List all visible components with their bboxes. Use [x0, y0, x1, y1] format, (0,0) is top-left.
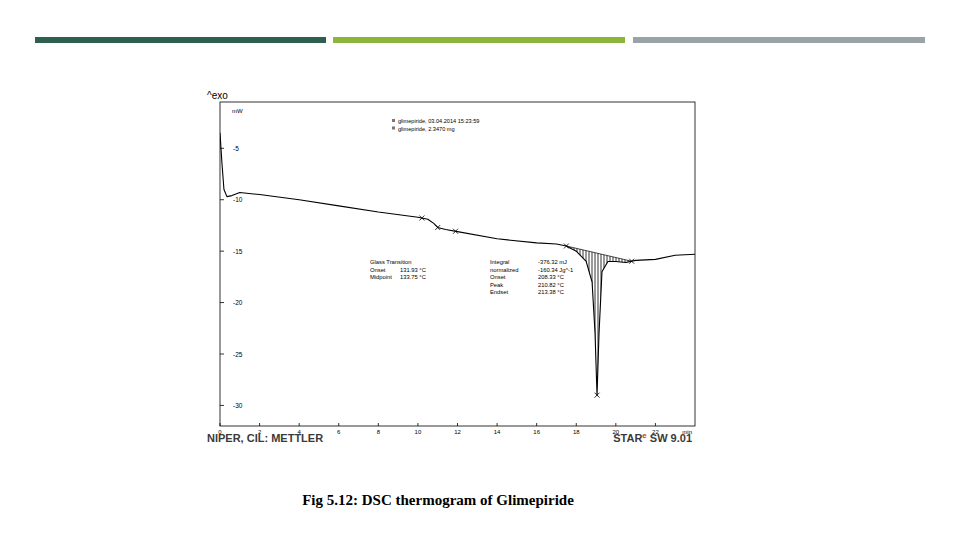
- integration-area: [566, 246, 631, 395]
- y-axis-label: mW: [232, 108, 243, 114]
- y-tick-label: -10: [233, 196, 243, 203]
- curve-marker: [435, 225, 440, 230]
- y-tick: [220, 354, 224, 355]
- curve-marker: [453, 229, 458, 234]
- x-tick: [259, 423, 260, 426]
- x-tick-label: 14: [494, 429, 501, 435]
- plot-marks: [220, 133, 695, 398]
- brand-mark: e: [642, 431, 647, 440]
- x-tick-label: 16: [533, 429, 540, 435]
- y-tick-label: -20: [233, 299, 243, 306]
- y-tick: [220, 302, 224, 303]
- annotation-label: Midpoint: [370, 274, 392, 280]
- x-tick-label: 12: [454, 429, 461, 435]
- corner-label: ^exo: [207, 90, 228, 101]
- annotation-value: 131.93 °C: [400, 267, 426, 273]
- x-tick: [299, 423, 300, 426]
- curve-marker: [595, 393, 600, 398]
- annotation-title: Glass Transition: [370, 259, 412, 265]
- plot-frame: [220, 102, 695, 426]
- sample-info: glimepiride, 2.3470 mg: [398, 126, 455, 132]
- x-tick-label: 6: [337, 429, 341, 435]
- annotation-value: 133.75 °C: [400, 274, 426, 280]
- footer-right: STAReSW 9.01: [613, 431, 692, 444]
- x-tick: [220, 423, 221, 426]
- slide: ^exomW-30-25-20-15-10-502468101214161820…: [0, 0, 960, 540]
- x-tick: [378, 423, 379, 426]
- y-tick: [220, 405, 224, 406]
- curve-marker: [564, 244, 569, 249]
- curve-marker: [419, 216, 424, 221]
- version: SW 9.01: [650, 432, 692, 444]
- x-tick-label: 10: [415, 429, 422, 435]
- annotation-value: -376.32 mJ: [538, 259, 567, 265]
- x-tick: [417, 423, 418, 426]
- annotation-value: 213.38 °C: [538, 289, 564, 295]
- x-tick: [497, 423, 498, 426]
- annotation-value: 210.82 °C: [538, 282, 564, 288]
- footer-left: NIPER, CIL: METTLER: [207, 432, 323, 444]
- annotation-label: normalized: [490, 267, 518, 273]
- x-tick: [615, 423, 616, 426]
- annotation-label: Onset: [370, 267, 386, 273]
- deco-bar: [633, 37, 925, 43]
- annotation-label: Onset: [490, 274, 506, 280]
- brand: STAR: [613, 432, 642, 444]
- annotation-label: Peak: [490, 282, 503, 288]
- sample-swatch: [392, 119, 395, 122]
- sample-swatch: [392, 127, 395, 130]
- y-tick-label: -25: [233, 351, 243, 358]
- y-tick-label: -5: [233, 145, 239, 152]
- annotation-label: Integral: [490, 259, 509, 265]
- y-tick-label: -15: [233, 248, 243, 255]
- y-tick: [220, 199, 224, 200]
- deco-bar: [35, 37, 326, 43]
- deco-bar: [333, 37, 625, 43]
- sample-info: glimepiride, 03.04.2014 15:23:59: [398, 118, 479, 124]
- dsc-curve: [220, 133, 695, 395]
- caption: Fig 5.12: DSC thermogram of Glimepiride: [302, 492, 574, 508]
- integration-baseline: [566, 246, 631, 261]
- annotation-label: Endset: [490, 289, 508, 295]
- annotation-value: -160.34 Jg^-1: [538, 267, 573, 273]
- x-tick: [457, 423, 458, 426]
- x-tick: [576, 423, 577, 426]
- annotation-value: 208.33 °C: [538, 274, 564, 280]
- x-tick: [655, 423, 656, 426]
- x-tick: [536, 423, 537, 426]
- curve-marker: [629, 259, 634, 264]
- y-tick: [220, 251, 224, 252]
- x-tick: [338, 423, 339, 426]
- x-tick-label: 8: [377, 429, 381, 435]
- y-tick-label: -30: [233, 402, 243, 409]
- x-tick-label: 18: [573, 429, 580, 435]
- background: [0, 0, 960, 540]
